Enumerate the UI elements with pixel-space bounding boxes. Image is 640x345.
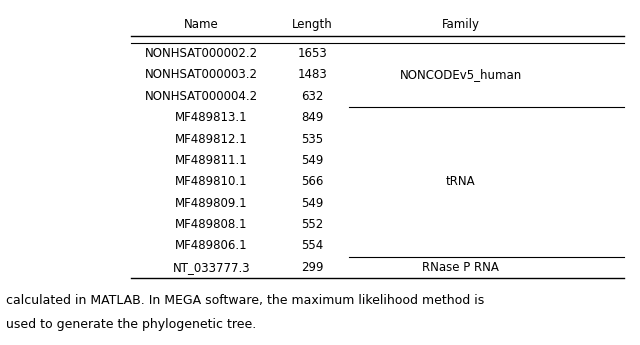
Text: MF489813.1: MF489813.1 (175, 111, 248, 124)
Text: Length: Length (292, 18, 333, 31)
Text: 554: 554 (301, 239, 323, 253)
Text: 299: 299 (301, 261, 324, 274)
Text: RNase P RNA: RNase P RNA (422, 261, 499, 274)
Text: NONCODEv5_human: NONCODEv5_human (399, 68, 522, 81)
Text: Family: Family (442, 18, 480, 31)
Text: NONHSAT000002.2: NONHSAT000002.2 (145, 47, 258, 60)
Text: 535: 535 (301, 132, 323, 146)
Text: used to generate the phylogenetic tree.: used to generate the phylogenetic tree. (6, 318, 257, 331)
Text: Name: Name (184, 18, 219, 31)
Text: 566: 566 (301, 175, 323, 188)
Text: 1653: 1653 (298, 47, 327, 60)
Text: 1483: 1483 (298, 68, 327, 81)
Text: NONHSAT000004.2: NONHSAT000004.2 (145, 90, 258, 103)
Text: MF489806.1: MF489806.1 (175, 239, 248, 253)
Text: MF489808.1: MF489808.1 (175, 218, 248, 231)
Text: calculated in MATLAB. In MEGA software, the maximum likelihood method is: calculated in MATLAB. In MEGA software, … (6, 294, 484, 307)
Text: MF489809.1: MF489809.1 (175, 197, 248, 210)
Text: tRNA: tRNA (446, 175, 476, 188)
Text: 552: 552 (301, 218, 323, 231)
Text: 849: 849 (301, 111, 323, 124)
Text: MF489812.1: MF489812.1 (175, 132, 248, 146)
Text: 549: 549 (301, 154, 323, 167)
Text: NT_033777.3: NT_033777.3 (172, 261, 250, 274)
Text: MF489811.1: MF489811.1 (175, 154, 248, 167)
Text: 549: 549 (301, 197, 323, 210)
Text: NONHSAT000003.2: NONHSAT000003.2 (145, 68, 258, 81)
Text: 632: 632 (301, 90, 323, 103)
Text: MF489810.1: MF489810.1 (175, 175, 248, 188)
